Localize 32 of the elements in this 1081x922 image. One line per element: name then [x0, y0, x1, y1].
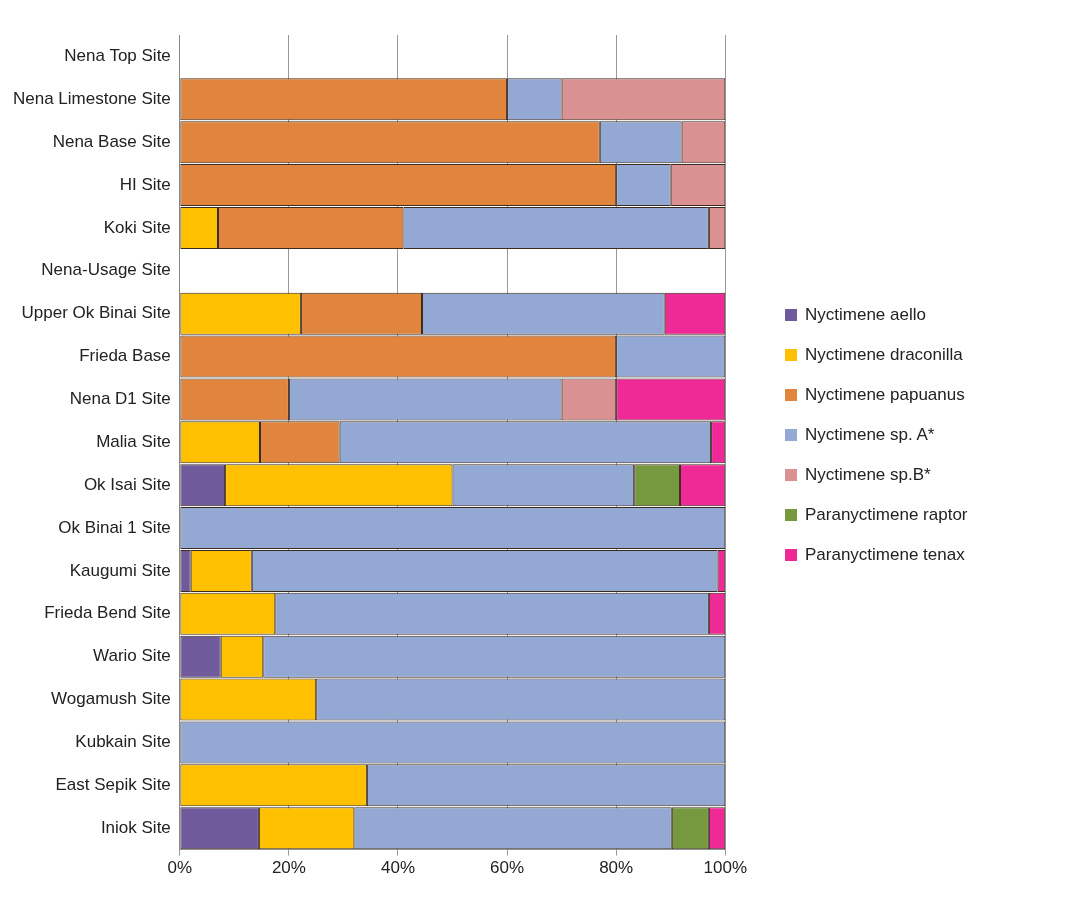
y-tick-label: Upper Ok Binai Site: [21, 303, 171, 323]
x-tick-label: 100%: [703, 858, 747, 878]
legend-label: Paranyctimene raptor: [805, 505, 968, 525]
y-tick-label: Kubkain Site: [75, 732, 171, 752]
y-tick-label: Nena Base Site: [52, 131, 171, 151]
x-tick-label: 20%: [271, 858, 306, 878]
y-tick-label: Iniok Site: [100, 817, 171, 837]
legend-label: Nyctimene aello: [805, 305, 926, 325]
y-tick-label: Nena Limestone Site: [12, 89, 171, 108]
y-tick-label: Wario Site: [93, 646, 171, 666]
legend-label: Nyctimene sp. A*: [805, 425, 935, 445]
y-tick-label: East Sepik Site: [55, 774, 171, 794]
y-tick-label: Ok Binai 1 Site: [58, 517, 171, 537]
y-tick-label: Wogamush Site: [51, 689, 171, 709]
x-tick-label: 80%: [599, 858, 634, 878]
y-tick-label: HI Site: [119, 174, 171, 194]
y-tick-label: Frieda Base: [79, 346, 171, 366]
y-tick-label: Nena-Usage Site: [41, 260, 171, 280]
y-tick-label: Kaugumi Site: [69, 560, 171, 580]
legend-label: Paranyctimene tenax: [805, 545, 965, 565]
y-tick-label: Nena D1 Site: [69, 389, 171, 409]
x-tick-label: 60%: [490, 858, 525, 878]
y-tick-label: Nena Top Site: [64, 46, 171, 66]
y-tick-label: Koki Site: [103, 217, 171, 237]
x-tick-label: 0%: [167, 858, 193, 878]
legend-label: Nyctimene draconilla: [805, 345, 963, 365]
y-tick-label: Ok Isai Site: [83, 474, 171, 494]
legend-label: Nyctimene papuanus: [805, 385, 965, 405]
legend-label: Nyctimene sp.B*: [805, 465, 931, 485]
y-tick-label: Frieda Bend Site: [44, 603, 171, 623]
y-tick-label: Malia Site: [96, 431, 171, 451]
x-tick-label: 40%: [380, 858, 416, 878]
